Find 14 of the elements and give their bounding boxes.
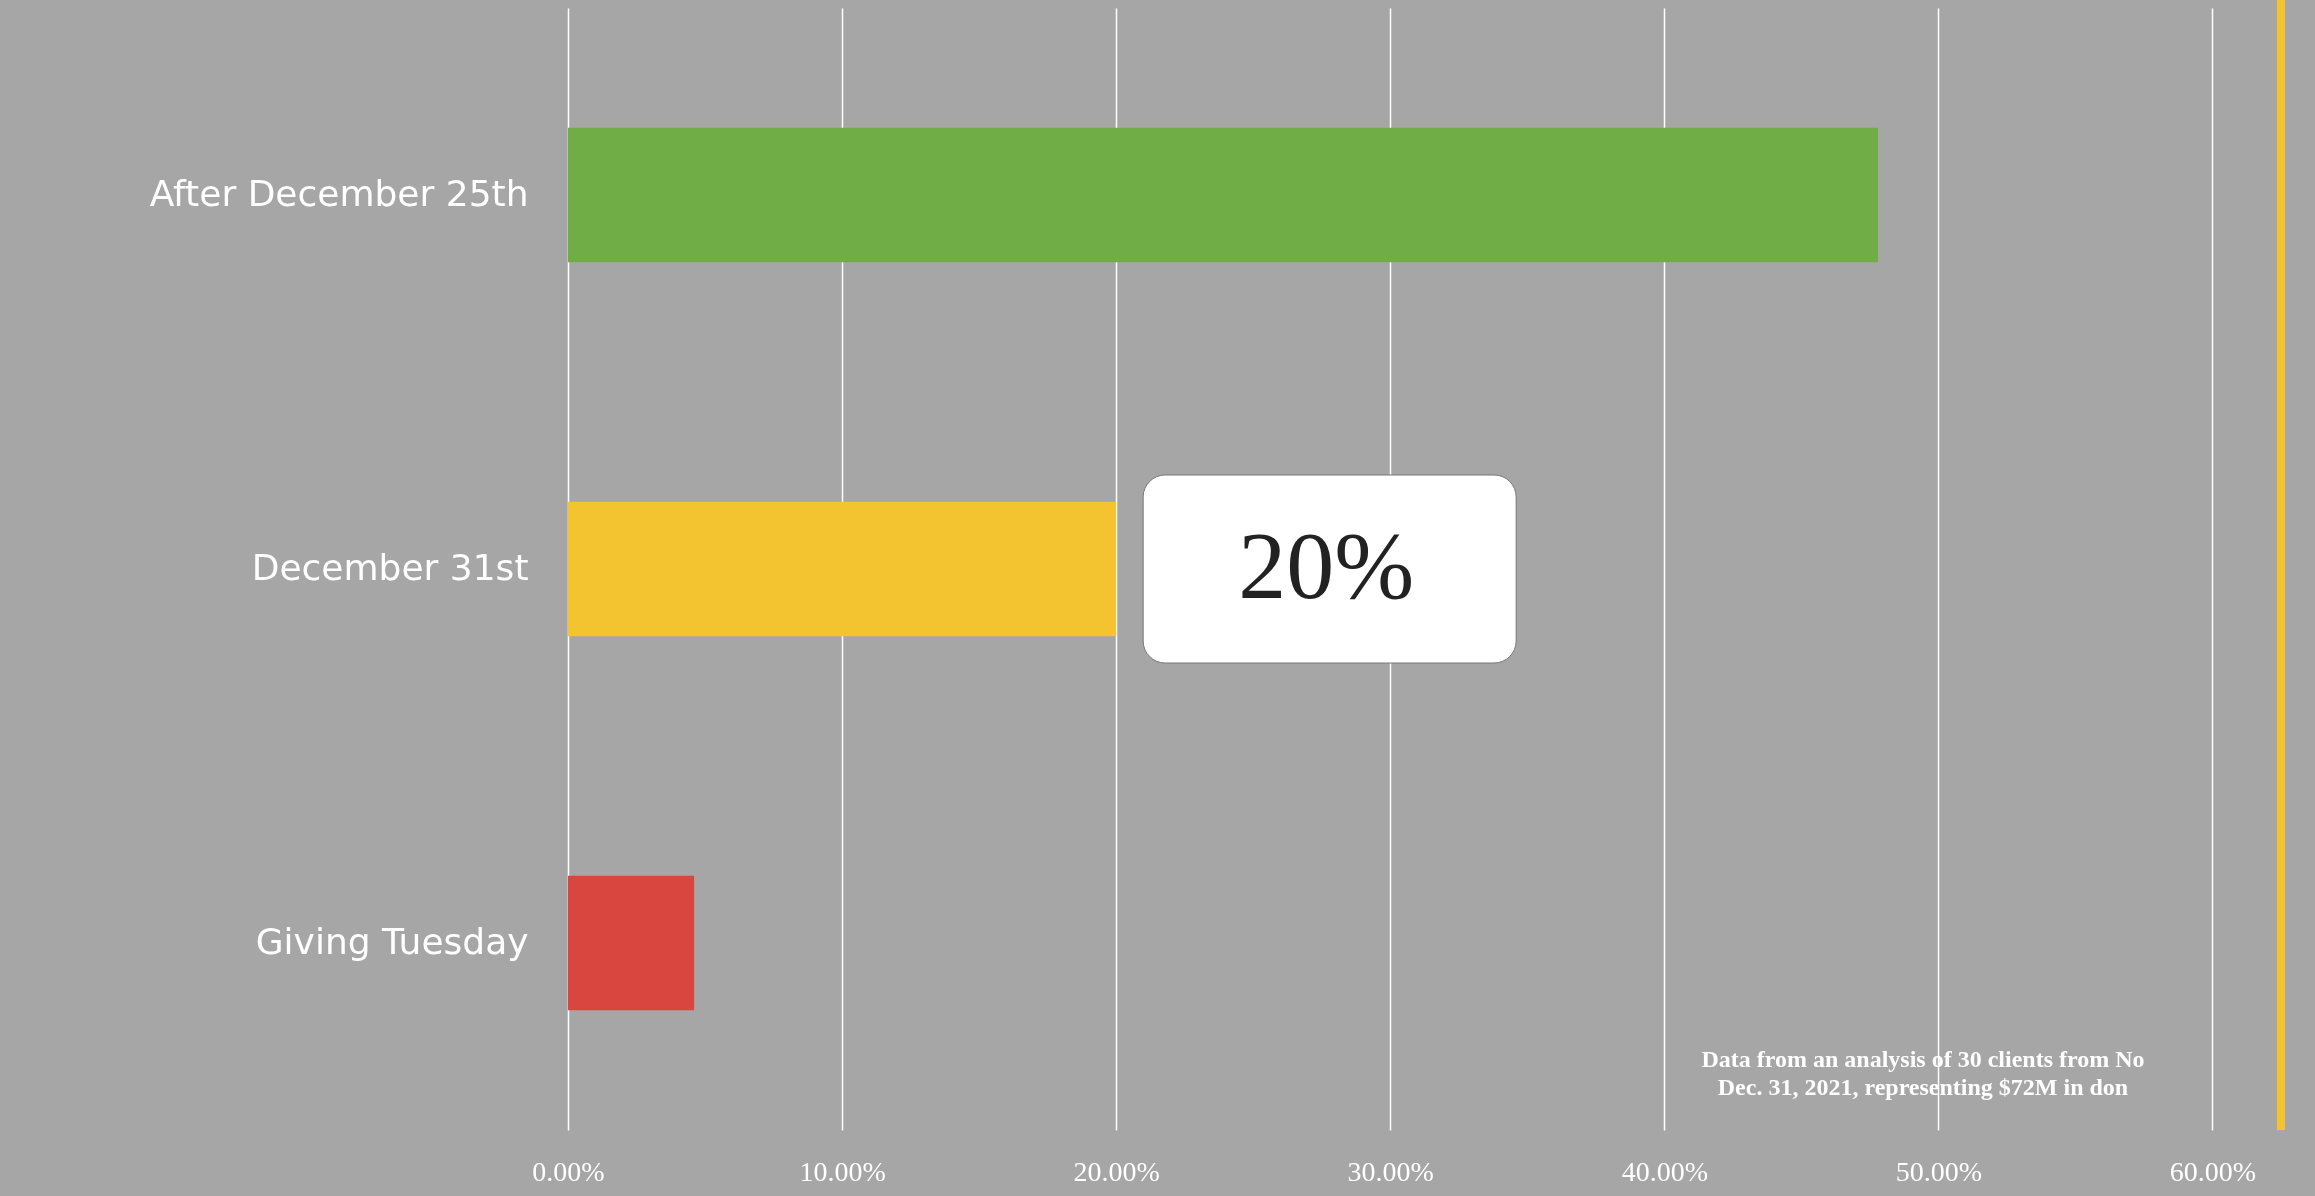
x-tick-label: 40.00% xyxy=(1621,1155,1708,1187)
x-tick-label: 50.00% xyxy=(1895,1155,1983,1187)
y-tick-label: December 31st xyxy=(251,547,529,588)
bar xyxy=(568,127,1879,263)
bar xyxy=(568,501,1117,637)
y-tick-label: Giving Tuesday xyxy=(255,921,529,962)
x-tick-label: 20.00% xyxy=(1073,1155,1160,1187)
x-tick-label: 10.00% xyxy=(799,1155,886,1187)
x-tick-label: 30.00% xyxy=(1347,1155,1434,1187)
data-label: 20% xyxy=(1238,512,1415,619)
bar xyxy=(568,875,695,1011)
x-tick-label: 0.00% xyxy=(532,1155,605,1187)
x-tick-label: 60.00% xyxy=(2169,1155,2257,1187)
y-tick-label: After December 25th xyxy=(149,173,529,214)
